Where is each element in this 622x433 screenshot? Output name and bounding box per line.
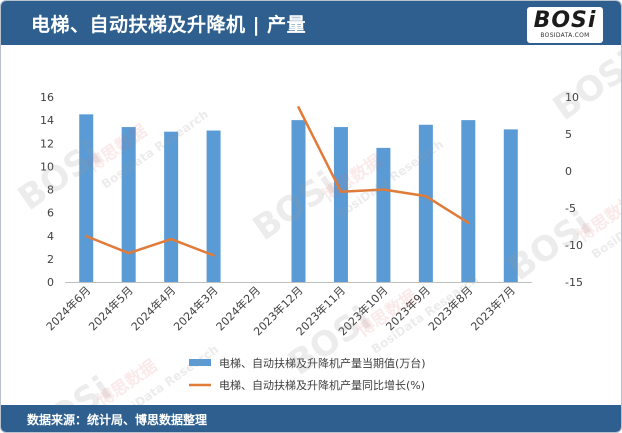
- footer-bar: 数据来源：统计局、博思数据整理: [1, 405, 621, 432]
- x-tick-label: 2023年9月: [383, 283, 433, 333]
- y-left-tick-label: 8: [47, 184, 54, 197]
- bar-output-value: [503, 129, 518, 282]
- bar-output-value: [333, 127, 348, 282]
- x-tick-label: 2024年5月: [86, 283, 136, 333]
- y-left-tick-label: 12: [40, 137, 54, 150]
- y-right-tick-label: 10: [565, 91, 579, 104]
- legend-swatch-bar: [189, 359, 211, 366]
- x-tick-label: 2024年4月: [128, 283, 178, 333]
- y-left-tick-label: 4: [47, 230, 54, 243]
- bar-output-value: [376, 147, 391, 282]
- bar-output-value: [79, 114, 94, 282]
- x-tick-label: 2024年6月: [43, 283, 93, 333]
- x-tick-label: 2024年3月: [171, 283, 221, 333]
- bar-output-value: [418, 124, 433, 282]
- header-bar: 电梯、自动扶梯及升降机 | 产量 BOSi BOSIDATA.COM: [1, 1, 621, 45]
- logo-sub-text: BOSIDATA.COM: [540, 32, 590, 39]
- logo-main-text: BOSi: [533, 8, 597, 33]
- y-left-tick-label: 0: [47, 276, 54, 289]
- legend-label-bar: 电梯、自动扶梯及升降机产量当期值(万台): [219, 356, 426, 370]
- y-left-tick-label: 10: [40, 160, 54, 173]
- y-left-tick-label: 2: [47, 253, 54, 266]
- bosi-logo: BOSi BOSIDATA.COM: [527, 7, 603, 43]
- bar-output-value: [291, 120, 306, 282]
- y-right-tick-label: 5: [565, 128, 572, 141]
- y-right-tick-label: 0: [565, 165, 572, 178]
- bar-output-value: [164, 131, 179, 282]
- line-yoy-growth: [84, 234, 215, 257]
- data-source-note: 数据来源：统计局、博思数据整理: [27, 413, 208, 427]
- x-tick-label: 2023年7月: [468, 283, 518, 333]
- y-right-tick-label: -10: [565, 239, 583, 252]
- y-left-tick-label: 16: [40, 91, 54, 104]
- y-right-tick-label: -15: [565, 276, 583, 289]
- legend-label-line: 电梯、自动扶梯及升降机产量同比增长(%): [219, 378, 425, 392]
- y-right-tick-label: -5: [565, 202, 576, 215]
- x-tick-label: 2023年8月: [425, 283, 475, 333]
- bar-output-value: [461, 120, 476, 282]
- page-title: 电梯、自动扶梯及升降机 | 产量: [31, 14, 307, 36]
- y-left-tick-label: 14: [40, 114, 54, 127]
- bar-output-value: [206, 130, 221, 282]
- y-left-tick-label: 6: [47, 207, 54, 220]
- bar-output-value: [121, 127, 136, 282]
- chart-plot: 0246810121416-15-10-505102024年6月2024年5月2…: [40, 91, 583, 392]
